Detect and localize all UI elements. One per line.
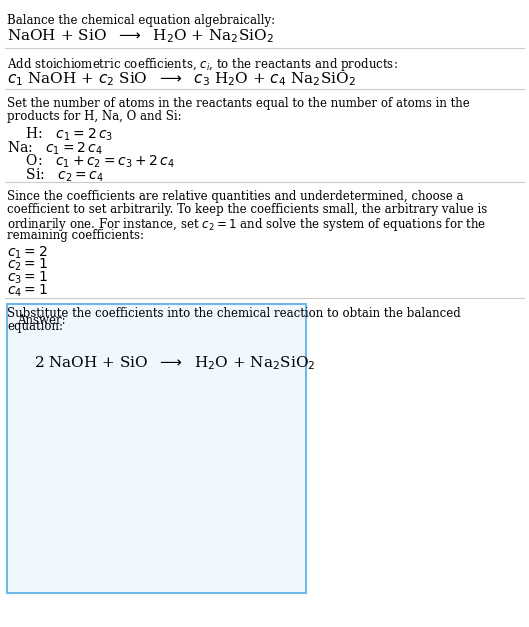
- Text: $c_4 = 1$: $c_4 = 1$: [7, 282, 48, 298]
- Text: $c_1$ NaOH + $c_2$ SiO  $\longrightarrow$  $c_3$ H$_2$O + $c_4$ Na$_2$SiO$_2$: $c_1$ NaOH + $c_2$ SiO $\longrightarrow$…: [7, 70, 355, 88]
- Text: coefficient to set arbitrarily. To keep the coefficients small, the arbitrary va: coefficient to set arbitrarily. To keep …: [7, 203, 487, 216]
- Text: 2 NaOH + SiO  $\longrightarrow$  H$_2$O + Na$_2$SiO$_2$: 2 NaOH + SiO $\longrightarrow$ H$_2$O + …: [34, 354, 316, 372]
- Text: ordinarily one. For instance, set $c_2 = 1$ and solve the system of equations fo: ordinarily one. For instance, set $c_2 =…: [7, 216, 486, 233]
- Text: O:   $c_1 + c_2 = c_3 + 2\,c_4$: O: $c_1 + c_2 = c_3 + 2\,c_4$: [17, 153, 175, 171]
- Text: Substitute the coefficients into the chemical reaction to obtain the balanced: Substitute the coefficients into the che…: [7, 307, 461, 320]
- Text: H:   $c_1 = 2\,c_3$: H: $c_1 = 2\,c_3$: [17, 125, 113, 143]
- Text: Balance the chemical equation algebraically:: Balance the chemical equation algebraica…: [7, 14, 275, 28]
- Text: Add stoichiometric coefficients, $c_i$, to the reactants and products:: Add stoichiometric coefficients, $c_i$, …: [7, 56, 398, 73]
- Text: NaOH + SiO  $\longrightarrow$  H$_2$O + Na$_2$SiO$_2$: NaOH + SiO $\longrightarrow$ H$_2$O + Na…: [7, 28, 274, 45]
- Text: products for H, Na, O and Si:: products for H, Na, O and Si:: [7, 110, 181, 124]
- Text: Si:   $c_2 = c_4$: Si: $c_2 = c_4$: [17, 167, 104, 184]
- Text: $c_1 = 2$: $c_1 = 2$: [7, 245, 48, 261]
- FancyBboxPatch shape: [7, 304, 306, 593]
- Text: remaining coefficients:: remaining coefficients:: [7, 229, 144, 243]
- Text: Na:   $c_1 = 2\,c_4$: Na: $c_1 = 2\,c_4$: [7, 139, 103, 157]
- Text: Set the number of atoms in the reactants equal to the number of atoms in the: Set the number of atoms in the reactants…: [7, 97, 470, 110]
- Text: $c_3 = 1$: $c_3 = 1$: [7, 270, 48, 286]
- Text: $c_2 = 1$: $c_2 = 1$: [7, 257, 48, 273]
- Text: equation:: equation:: [7, 320, 63, 333]
- Text: Answer:: Answer:: [17, 314, 66, 327]
- Text: Since the coefficients are relative quantities and underdetermined, choose a: Since the coefficients are relative quan…: [7, 190, 463, 203]
